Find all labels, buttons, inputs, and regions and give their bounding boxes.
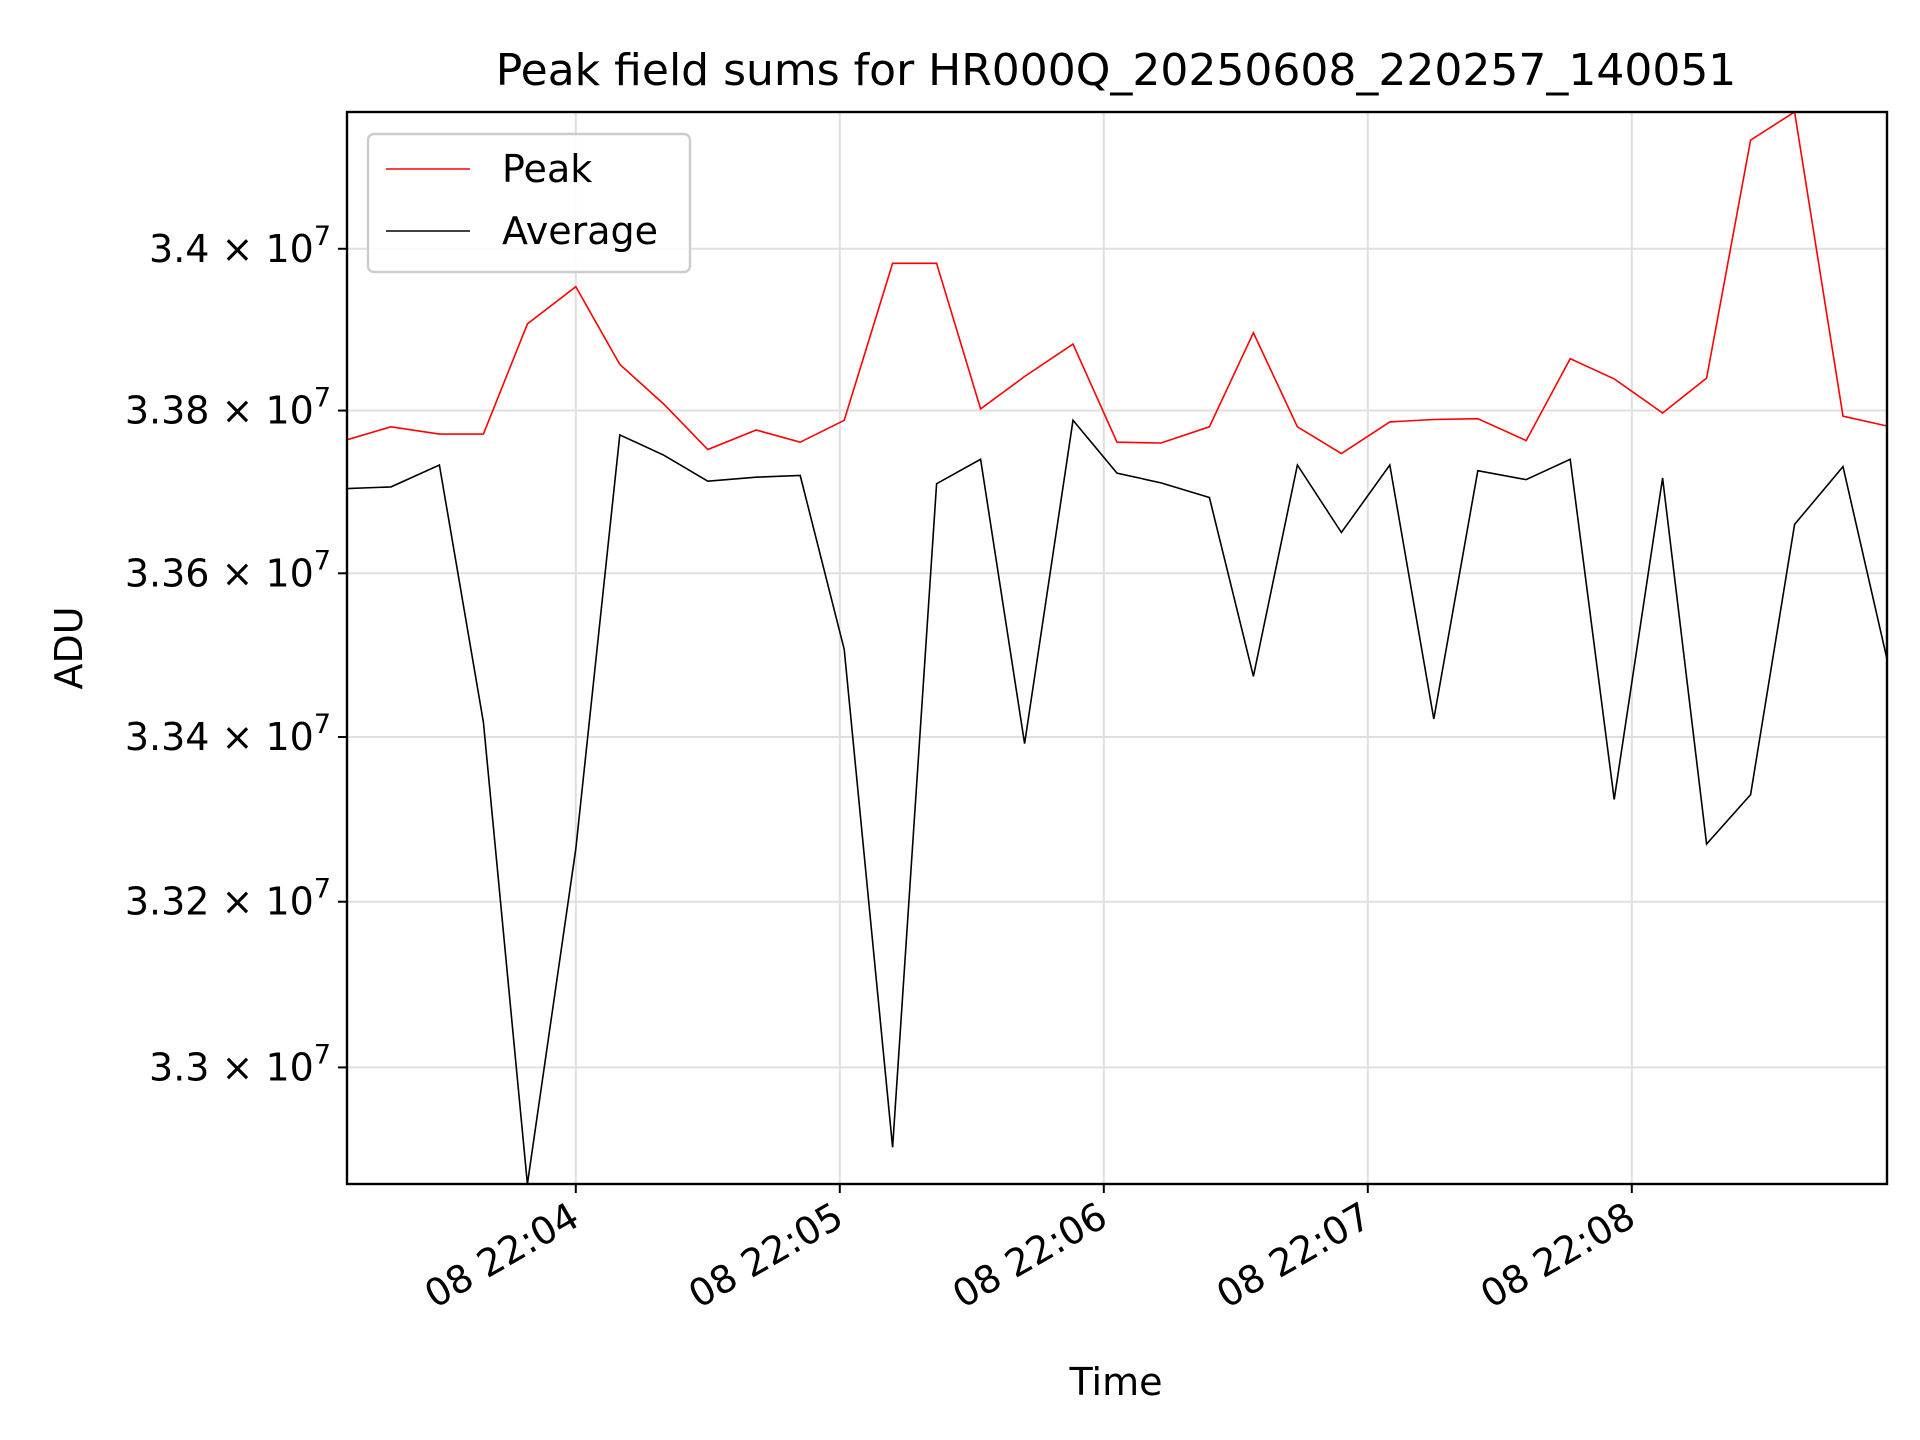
legend-label-peak: Peak (502, 147, 592, 191)
x-axis-label: Time (1069, 1360, 1163, 1404)
y-tick-label: 3.36 × 107 (125, 545, 331, 595)
y-tick-label: 3.34 × 107 (125, 709, 331, 759)
x-tick-label: 08 22:07 (1209, 1194, 1378, 1317)
y-tick-label: 3.4 × 107 (149, 221, 331, 271)
chart-title: Peak field sums for HR000Q_20250608_2202… (496, 45, 1737, 96)
y-tick-label: 3.38 × 107 (125, 383, 331, 433)
x-axis: 08 22:04 08 22:05 08 22:06 08 22:07 08 22:08 (417, 1184, 1642, 1317)
y-axis-label: ADU (47, 606, 91, 689)
series-line-average (346, 418, 1888, 1185)
x-tick-label: 08 22:04 (417, 1194, 586, 1317)
x-tick-label: 08 22:05 (681, 1194, 850, 1317)
series-lines (346, 110, 1888, 1185)
y-tick-label: 3.3 × 107 (149, 1039, 331, 1089)
x-tick-label: 08 22:06 (945, 1194, 1114, 1317)
y-axis: 3.3 × 107 3.32 × 107 3.34 × 107 3.36 × 107 3… (125, 221, 347, 1089)
series-line-peak (346, 110, 1888, 455)
legend: Peak Average (366, 132, 692, 274)
x-tick-label: 08 22:08 (1473, 1194, 1642, 1317)
legend-label-average: Average (502, 209, 658, 253)
y-tick-label: 3.32 × 107 (125, 874, 331, 924)
plot-frame (345, 110, 1889, 1186)
